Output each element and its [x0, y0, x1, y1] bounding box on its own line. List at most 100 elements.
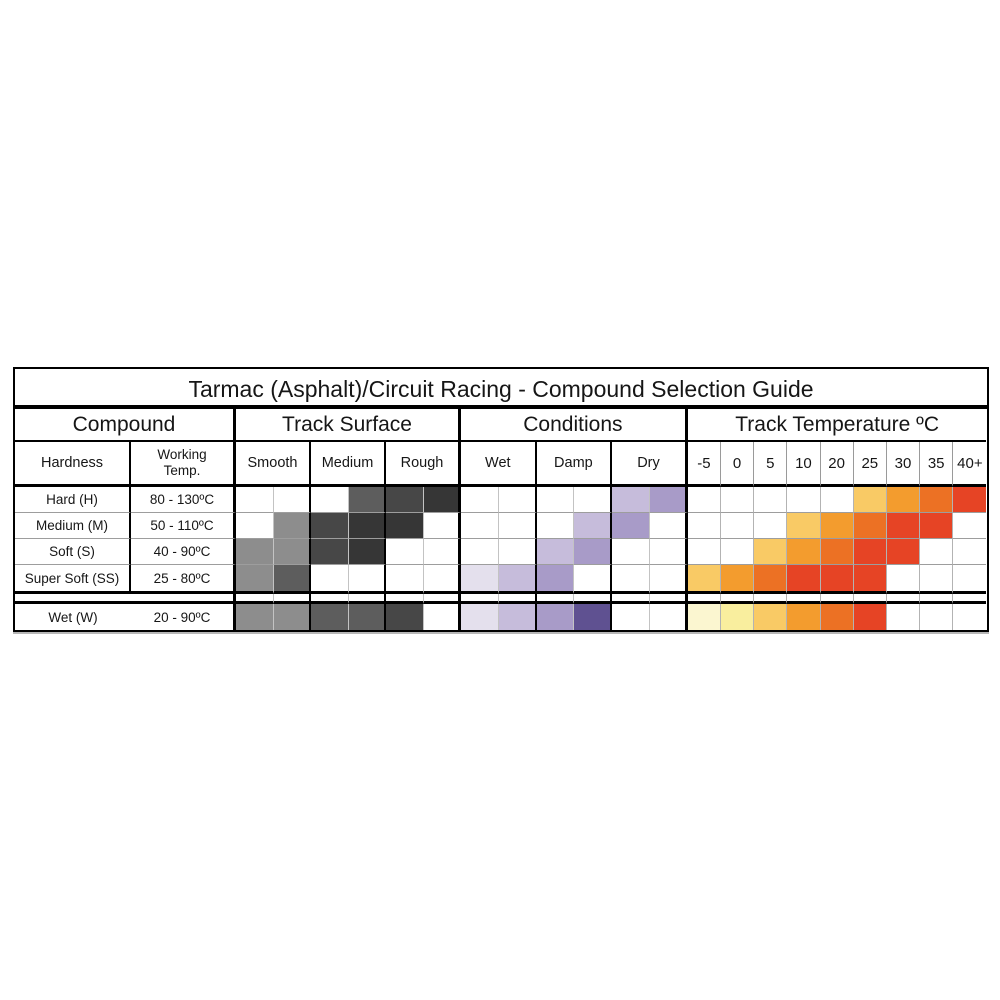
condition-cell — [461, 565, 499, 594]
temperature-cell — [787, 487, 821, 513]
temperature-cell — [853, 487, 887, 513]
surface-cell — [348, 513, 386, 539]
surface-cell — [386, 565, 424, 594]
temp-tick: 25 — [853, 442, 887, 487]
group-header-compound: Compound — [15, 409, 236, 442]
surface-cell — [348, 604, 386, 630]
working-temp-value: 25 - 80ºC — [131, 565, 236, 594]
subheader-medium: Medium — [311, 442, 386, 487]
condition-cell — [649, 513, 688, 539]
working-temp-value: 40 - 90ºC — [131, 539, 236, 565]
temp-tick: 30 — [886, 442, 921, 487]
temperature-cell — [687, 539, 721, 565]
surface-cell — [236, 604, 274, 630]
surface-cell — [273, 565, 311, 594]
temperature-cell — [920, 539, 954, 565]
temperature-cell — [754, 604, 788, 630]
temperature-cell — [920, 487, 954, 513]
separator-cell — [311, 594, 349, 604]
surface-cell — [311, 487, 349, 513]
temperature-cell — [853, 513, 887, 539]
temperature-cell — [787, 513, 821, 539]
working-temp-value: 80 - 130ºC — [131, 487, 236, 513]
separator-cell — [15, 594, 131, 604]
temperature-cell — [920, 513, 954, 539]
temperature-cell — [720, 487, 755, 513]
surface-cell — [236, 565, 274, 594]
temperature-cell — [886, 604, 921, 630]
condition-cell — [536, 513, 575, 539]
surface-cell — [236, 513, 274, 539]
row-label: Soft (S) — [15, 539, 131, 565]
condition-cell — [498, 565, 537, 594]
condition-cell — [612, 539, 650, 565]
row-label: Medium (M) — [15, 513, 131, 539]
surface-cell — [423, 513, 461, 539]
temperature-cell — [920, 565, 954, 594]
row-label: Super Soft (SS) — [15, 565, 131, 594]
temperature-cell — [820, 565, 854, 594]
surface-cell — [273, 487, 311, 513]
surface-cell — [311, 565, 349, 594]
surface-cell — [423, 539, 461, 565]
condition-cell — [498, 513, 537, 539]
temp-tick: 20 — [820, 442, 854, 487]
condition-cell — [649, 487, 688, 513]
temperature-cell — [720, 604, 755, 630]
temperature-cell — [687, 513, 721, 539]
separator-cell — [273, 594, 311, 604]
condition-cell — [574, 487, 613, 513]
separator-cell — [920, 594, 954, 604]
separator-cell — [386, 594, 424, 604]
temperature-cell — [687, 565, 721, 594]
temperature-cell — [820, 487, 854, 513]
separator-cell — [423, 594, 461, 604]
temperature-cell — [953, 565, 987, 594]
separator-cell — [131, 594, 236, 604]
subheader-smooth: Smooth — [236, 442, 311, 487]
surface-cell — [273, 539, 311, 565]
temp-tick: 10 — [787, 442, 821, 487]
temperature-cell — [754, 487, 788, 513]
condition-cell — [461, 513, 499, 539]
subheader-working-temp: Working Temp. — [131, 442, 236, 487]
temperature-cell — [820, 604, 854, 630]
working-temp-value: 20 - 90ºC — [131, 604, 236, 630]
temperature-cell — [754, 513, 788, 539]
surface-cell — [423, 604, 461, 630]
surface-cell — [348, 539, 386, 565]
condition-cell — [574, 539, 613, 565]
temperature-cell — [920, 604, 954, 630]
surface-cell — [311, 604, 349, 630]
temperature-cell — [787, 565, 821, 594]
surface-cell — [386, 604, 424, 630]
condition-cell — [649, 565, 688, 594]
subheader-damp: Damp — [536, 442, 613, 487]
condition-cell — [612, 487, 650, 513]
condition-cell — [612, 604, 650, 630]
guide-grid: Compound Track Surface Conditions Track … — [15, 409, 987, 630]
temperature-cell — [720, 513, 755, 539]
separator-cell — [612, 594, 650, 604]
temperature-cell — [820, 539, 854, 565]
condition-cell — [536, 604, 575, 630]
temperature-cell — [953, 513, 987, 539]
condition-cell — [498, 604, 537, 630]
row-label: Wet (W) — [15, 604, 131, 630]
separator-cell — [348, 594, 386, 604]
temperature-cell — [886, 487, 921, 513]
separator-cell — [687, 594, 721, 604]
temperature-cell — [886, 565, 921, 594]
surface-cell — [423, 565, 461, 594]
row-label: Hard (H) — [15, 487, 131, 513]
temperature-cell — [754, 539, 788, 565]
condition-cell — [498, 487, 537, 513]
table-title: Tarmac (Asphalt)/Circuit Racing - Compou… — [15, 369, 987, 409]
temperature-cell — [687, 487, 721, 513]
temperature-cell — [787, 539, 821, 565]
separator-cell — [574, 594, 613, 604]
group-header-track-temperature: Track Temperature ºC — [687, 409, 987, 442]
separator-cell — [461, 594, 499, 604]
separator-cell — [649, 594, 688, 604]
temperature-cell — [886, 513, 921, 539]
